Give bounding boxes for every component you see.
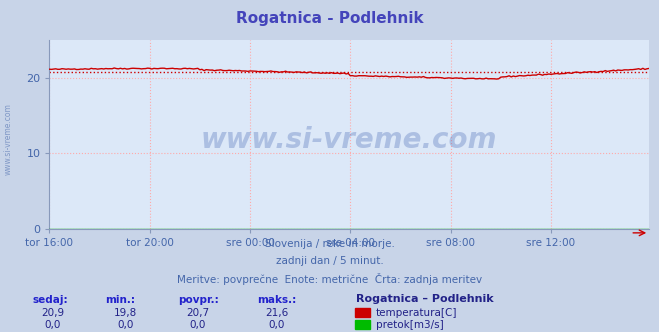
Text: Rogatnica – Podlehnik: Rogatnica – Podlehnik	[356, 294, 494, 304]
Text: sedaj:: sedaj:	[33, 295, 69, 305]
Text: www.si-vreme.com: www.si-vreme.com	[3, 104, 13, 175]
Text: pretok[m3/s]: pretok[m3/s]	[376, 320, 444, 330]
Text: povpr.:: povpr.:	[178, 295, 219, 305]
Text: 20,7: 20,7	[186, 308, 210, 318]
Text: maks.:: maks.:	[257, 295, 297, 305]
Text: 19,8: 19,8	[113, 308, 137, 318]
Text: 0,0: 0,0	[45, 320, 61, 330]
Text: Slovenija / reke in morje.: Slovenija / reke in morje.	[264, 239, 395, 249]
Text: zadnji dan / 5 minut.: zadnji dan / 5 minut.	[275, 256, 384, 266]
Text: Rogatnica - Podlehnik: Rogatnica - Podlehnik	[236, 11, 423, 26]
Text: min.:: min.:	[105, 295, 136, 305]
Text: 20,9: 20,9	[41, 308, 65, 318]
Text: temperatura[C]: temperatura[C]	[376, 308, 457, 318]
Text: 0,0: 0,0	[117, 320, 133, 330]
Text: Meritve: povprečne  Enote: metrične  Črta: zadnja meritev: Meritve: povprečne Enote: metrične Črta:…	[177, 273, 482, 285]
Text: 0,0: 0,0	[190, 320, 206, 330]
Text: 0,0: 0,0	[269, 320, 285, 330]
Text: www.si-vreme.com: www.si-vreme.com	[201, 126, 498, 154]
Text: 21,6: 21,6	[265, 308, 289, 318]
